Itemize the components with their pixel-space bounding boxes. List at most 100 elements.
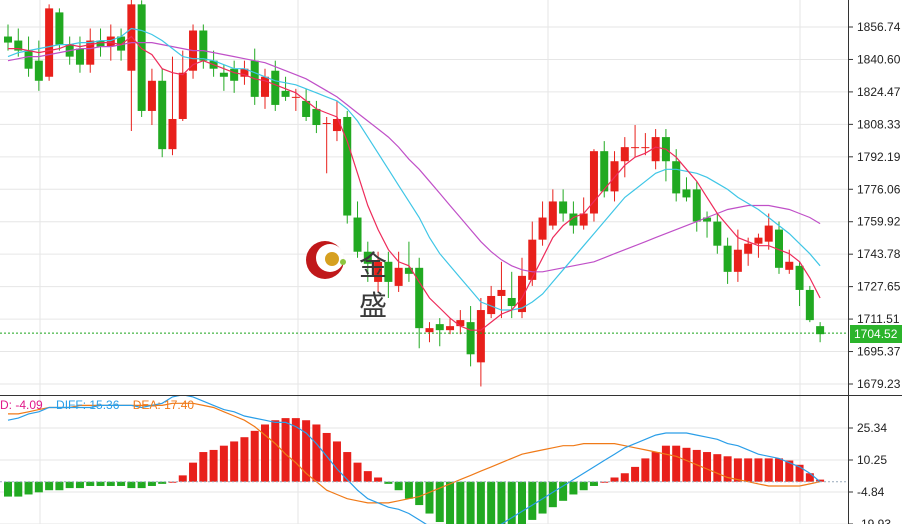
macd-bar <box>404 481 413 499</box>
macd-bar <box>672 445 681 482</box>
macd-legend-diff: DIFF: 15.36 <box>56 398 120 412</box>
macd-tick-label: -19.93 <box>857 517 891 524</box>
candle-down <box>600 141 609 198</box>
candle-down <box>137 0 146 117</box>
candle-body <box>487 295 496 315</box>
macd-bar <box>507 481 516 524</box>
candle-body <box>631 147 640 149</box>
candle-body <box>579 213 588 226</box>
candle-body <box>178 72 187 119</box>
macd-bar <box>703 452 712 482</box>
candle-body <box>754 237 763 244</box>
macd-bar <box>805 473 814 482</box>
candle-body <box>240 68 249 77</box>
macd-bar <box>189 462 198 482</box>
candle-body <box>733 249 742 272</box>
macd-bar <box>291 418 300 482</box>
candle-body <box>55 12 64 45</box>
macd-bar <box>363 471 372 482</box>
macd-bar <box>661 445 670 482</box>
candle-up <box>86 28 95 73</box>
candle-body <box>394 267 403 286</box>
macd-bar <box>127 481 136 489</box>
candle-body <box>610 161 619 192</box>
candle-body <box>507 297 516 307</box>
macd-bar <box>178 475 187 482</box>
candle-body <box>569 213 578 226</box>
candle-down <box>158 68 167 158</box>
candle-body <box>34 60 43 81</box>
candle-body <box>744 243 753 254</box>
candle-body <box>713 221 722 246</box>
candle-body <box>775 229 783 268</box>
macd-bar <box>86 481 95 486</box>
macd-bar <box>528 481 537 520</box>
macd-bar <box>343 452 352 482</box>
candle-up <box>127 0 136 132</box>
candle-up <box>744 237 753 266</box>
price-tick-label: 1840.60 <box>857 52 901 66</box>
candle-body <box>4 36 12 43</box>
macd-legend: D: -4.09 DIFF: 15.36 DEA: 17.40 <box>0 398 204 412</box>
macd-bar <box>55 481 64 491</box>
candle-body <box>518 275 526 313</box>
candle-down <box>559 189 568 222</box>
macd-bar <box>651 452 660 482</box>
candle-up <box>764 213 773 250</box>
macd-bar <box>199 452 208 482</box>
candle-down <box>775 221 783 274</box>
macd-bar <box>147 481 156 486</box>
candle-body <box>343 116 352 216</box>
candle-up <box>322 116 331 174</box>
ma-long-line <box>7 41 821 273</box>
candle-up <box>641 133 650 156</box>
price-tick-label: 1776.06 <box>857 182 901 196</box>
candle-body <box>291 96 300 98</box>
candle-body <box>446 326 455 331</box>
candle-body <box>127 4 136 71</box>
macd-bar <box>106 481 115 486</box>
candle-body <box>795 265 804 290</box>
price-tick-label: 1759.92 <box>857 215 901 229</box>
candle-up <box>394 251 403 292</box>
macd-bar <box>4 481 12 497</box>
candle-body <box>764 225 773 242</box>
candle-down <box>466 306 475 367</box>
candle-up <box>374 251 383 292</box>
macd-bar <box>631 466 640 482</box>
candle-body <box>651 137 660 162</box>
candle-body <box>589 151 598 214</box>
ma-short-line <box>8 35 821 331</box>
candle-down <box>805 285 814 323</box>
macd-bar <box>219 445 228 482</box>
ma-mid-line <box>7 27 821 311</box>
candle-down <box>723 237 732 284</box>
candle-body <box>466 322 475 355</box>
macd-bar <box>456 481 465 524</box>
macd-bar <box>322 432 331 482</box>
macd-bar <box>538 481 547 514</box>
macd-bar <box>548 481 557 508</box>
candle-down <box>703 211 712 238</box>
candle-body <box>425 328 434 333</box>
macd-bar <box>261 424 269 482</box>
candle-down <box>230 60 239 93</box>
macd-bar <box>713 454 722 482</box>
candle-body <box>785 261 794 270</box>
candle-body <box>374 261 383 282</box>
last-price-label: 1704.52 <box>850 325 902 343</box>
macd-bar <box>374 477 383 482</box>
candle-body <box>497 289 506 296</box>
macd-bar <box>65 481 74 489</box>
candle-down <box>404 241 413 282</box>
macd-bar <box>589 481 598 486</box>
candle-down <box>384 251 393 298</box>
watermark-logo: 金 盛 <box>303 238 443 322</box>
candle-body <box>600 151 609 192</box>
macd-bar <box>34 481 43 493</box>
price-tick-label: 1679.23 <box>857 377 901 391</box>
macd-bar <box>230 441 239 482</box>
candle-down <box>713 213 722 254</box>
